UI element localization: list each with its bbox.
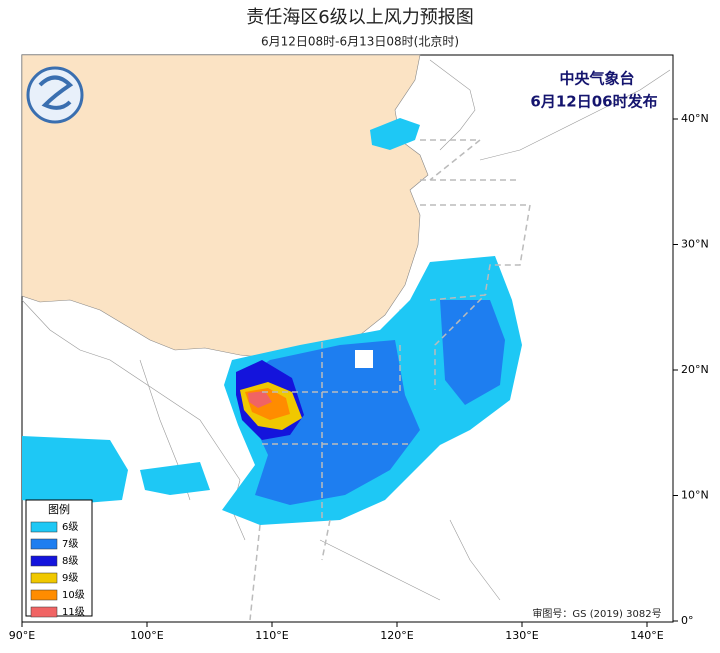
legend-swatch [30, 555, 58, 567]
legend-swatch [30, 606, 58, 618]
wind-11 [248, 391, 272, 408]
subtitle: 6月12日08时-6月13日08时(北京时) [261, 35, 459, 49]
x-tick-label: 140°E [630, 629, 663, 642]
y-tick-label: 30°N [681, 238, 709, 251]
legend-swatch [30, 589, 58, 601]
wind-6 [140, 462, 210, 495]
wind-areas [22, 118, 522, 525]
wind-7 [440, 300, 505, 405]
zone-boundary [249, 139, 531, 621]
x-tick-label: 90°E [9, 629, 35, 642]
wind-6 [370, 118, 420, 150]
logo [26, 66, 84, 124]
map-frame [21, 54, 674, 623]
approval-number: 审图号：GS (2019) 3082号 [532, 607, 661, 620]
legend-label: 10级 [62, 589, 85, 601]
legend: 图例 6级 7级 8级 9级 10级 11级 [25, 499, 93, 618]
wind-6 [355, 350, 373, 368]
y-tick-label: 40°N [681, 112, 709, 125]
issuer-name: 中央气象台 [559, 70, 634, 88]
wind-6 [22, 436, 128, 505]
x-tick-label: 100°E [130, 629, 163, 642]
legend-label: 9级 [62, 572, 78, 584]
legend-title: 图例 [48, 502, 70, 516]
legend-label: 7级 [62, 538, 78, 550]
legend-label: 8级 [62, 555, 78, 567]
logo [38, 75, 74, 110]
legend-label: 6级 [62, 521, 78, 533]
legend-swatch [30, 521, 58, 533]
legend-label: 11级 [62, 606, 85, 618]
axes: 90°E 100°E 110°E 120°E 130°E 140°E 40°N 30°N 20°… [9, 112, 709, 642]
x-tick-label: 130°E [505, 629, 538, 642]
x-tick-label: 110°E [255, 629, 288, 642]
y-tick-label: 0° [681, 614, 694, 627]
x-tick-label: 120°E [380, 629, 413, 642]
legend-swatch [30, 538, 58, 550]
y-tick-label: 20°N [681, 363, 709, 376]
issue-time: 6月12日06时发布 [530, 93, 657, 111]
title: 责任海区6级以上风力预报图 [246, 7, 473, 28]
legend-swatch [30, 572, 58, 584]
y-tick-label: 10°N [681, 489, 709, 502]
